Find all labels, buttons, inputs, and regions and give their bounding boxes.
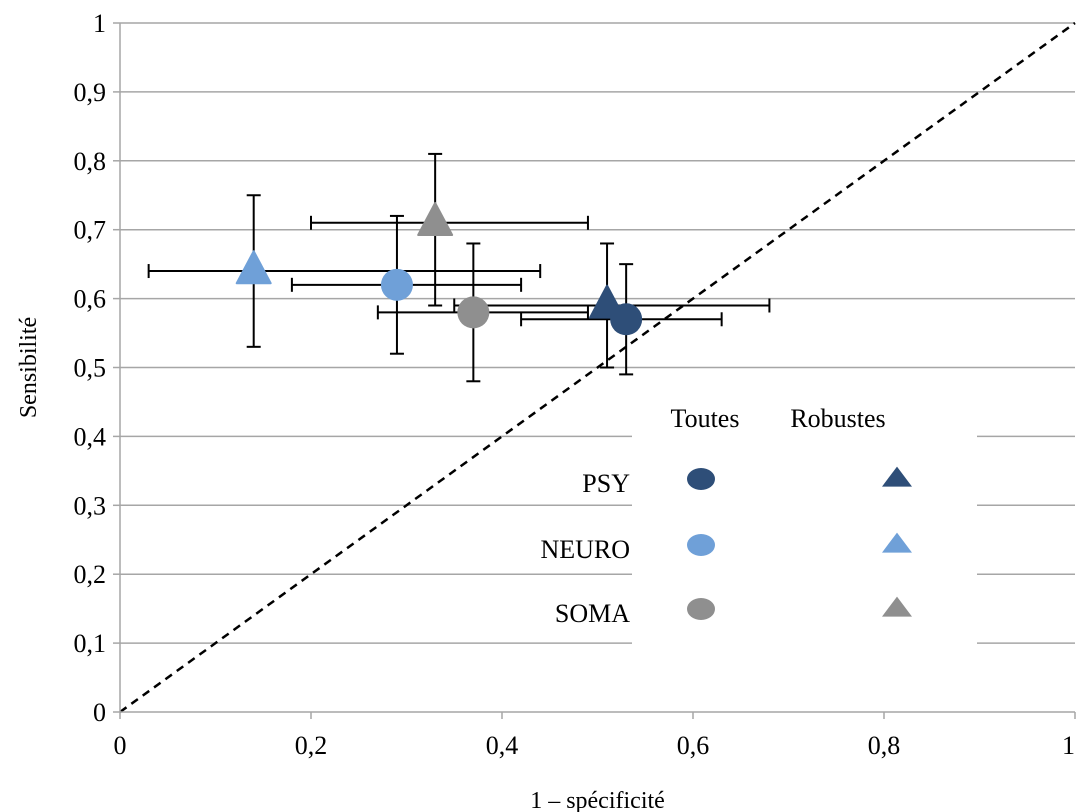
legend-label-soma: SOMA bbox=[555, 599, 630, 628]
y-tick-label: 0,4 bbox=[74, 422, 107, 451]
legend: Toutes Robustes PSY NEURO SOMA bbox=[540, 392, 977, 647]
y-tick-label: 0,9 bbox=[74, 78, 107, 107]
diagonal-line bbox=[119, 21, 1076, 714]
y-axis-title: Sensibilité bbox=[16, 317, 42, 418]
legend-circle-soma bbox=[687, 598, 715, 620]
y-tick-label: 0,5 bbox=[74, 354, 107, 383]
legend-triangle-neuro bbox=[882, 532, 912, 553]
legend-label-psy: PSY bbox=[582, 469, 630, 498]
soma-triangle-point bbox=[417, 201, 454, 236]
reference-diagonal bbox=[119, 21, 1076, 714]
soma-circle-point bbox=[457, 296, 490, 329]
legend-header-robustes: Robustes bbox=[790, 404, 885, 433]
error-bars bbox=[147, 152, 771, 383]
legend-triangle-soma bbox=[882, 596, 912, 617]
neuro-circle-point bbox=[380, 268, 413, 301]
x-tick-label: 0,8 bbox=[868, 731, 901, 760]
x-tick-label: 0,2 bbox=[295, 731, 328, 760]
y-tick-label: 0,6 bbox=[74, 285, 107, 314]
axes bbox=[113, 22, 1076, 719]
x-tick-label: 0,6 bbox=[677, 731, 710, 760]
y-tick-label: 0,1 bbox=[74, 629, 107, 658]
y-tick-label: 0,8 bbox=[74, 147, 107, 176]
x-tick-labels: 0 0,2 0,4 0,6 0,8 1 bbox=[114, 731, 1076, 760]
legend-header-toutes: Toutes bbox=[671, 404, 740, 433]
data-points bbox=[235, 201, 643, 336]
legend-label-neuro: NEURO bbox=[540, 535, 630, 564]
y-tick-labels: 0 0,1 0,2 0,3 0,4 0,5 0,6 0,7 0,8 0,9 1 bbox=[74, 9, 107, 727]
y-tick-label: 0 bbox=[93, 698, 106, 727]
neuro-triangle-point bbox=[235, 250, 272, 285]
y-tick-label: 0,7 bbox=[74, 216, 107, 245]
y-tick-label: 1 bbox=[93, 9, 106, 38]
x-tick-label: 1 bbox=[1062, 731, 1075, 760]
legend-rows: PSY NEURO SOMA bbox=[540, 466, 912, 628]
y-tick-label: 0,3 bbox=[74, 491, 107, 520]
legend-circle-neuro bbox=[687, 534, 715, 556]
x-axis-title: 1 – spécificité bbox=[530, 788, 665, 812]
legend-circle-psy bbox=[687, 468, 715, 490]
y-tick-label: 0,2 bbox=[74, 560, 107, 589]
psy-triangle-point bbox=[589, 284, 626, 319]
x-tick-label: 0,4 bbox=[486, 731, 519, 760]
legend-triangle-psy bbox=[882, 466, 912, 487]
x-tick-label: 0 bbox=[114, 731, 127, 760]
